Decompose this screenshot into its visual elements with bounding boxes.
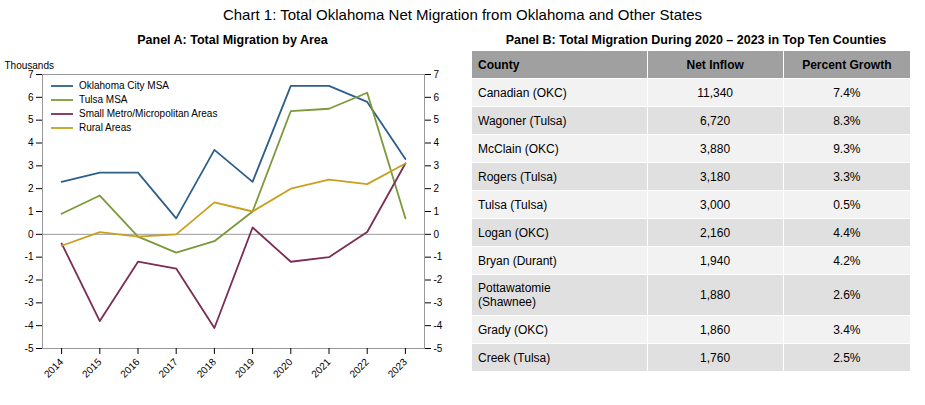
svg-text:6: 6 [28,92,34,103]
html-text:Logan (OKC): Logan (OKC) [478,225,549,240]
svg-text:2014: 2014 [42,356,66,380]
svg-text:2: 2 [28,183,34,194]
svg-text:-2: -2 [434,274,443,285]
svg-text:0: 0 [434,229,440,240]
svg-text:2021: 2021 [309,356,333,380]
svg-text:2017: 2017 [156,356,180,380]
html-text:Chart 1: Total Oklahoma Net Mi: Chart 1: Total Oklahoma Net Migration fr… [222,6,702,23]
svg-text:-1: -1 [434,251,443,262]
html-text:4.2%: 4.2% [833,253,861,268]
html-text:Net Inflow: Net Inflow [686,57,744,72]
svg-text:2022: 2022 [347,356,371,380]
svg-text:-5: -5 [25,343,34,354]
html-text:2.5%: 2.5% [833,350,861,365]
svg-text:2023: 2023 [386,356,410,380]
svg-text:3: 3 [28,160,34,171]
html-text:Rogers (Tulsa): Rogers (Tulsa) [478,169,557,184]
html-text:Small Metro/Micropolitan Areas: Small Metro/Micropolitan Areas [79,108,218,119]
html-text:9.3%: 9.3% [833,141,861,156]
html-text:County: County [478,57,520,72]
html-text:1,880: 1,880 [700,288,731,302]
svg-text:5: 5 [28,114,34,125]
svg-text:7: 7 [27,68,34,80]
html-text:0.5%: 0.5% [833,197,861,212]
html-text:Grady (OKC): Grady (OKC) [478,322,548,337]
html-text:Tulsa MSA: Tulsa MSA [79,94,128,105]
svg-text:-3: -3 [25,297,34,308]
svg-text:2015: 2015 [80,356,104,380]
html-text:7.4%: 7.4% [833,85,861,100]
html-text:Percent Growth: Percent Growth [802,57,892,72]
html-text:6,720: 6,720 [700,113,731,128]
svg-text:3: 3 [434,160,440,171]
svg-text:-1: -1 [25,251,34,262]
html-text:Wagoner (Tulsa): Wagoner (Tulsa) [478,113,567,128]
svg-text:2018: 2018 [195,356,219,380]
html-text:Panel A: Total Migration by Ar: Panel A: Total Migration by Area [137,33,328,47]
html-text:4.4%: 4.4% [833,225,861,240]
svg-text:-2: -2 [25,274,34,285]
svg-text:-4: -4 [25,320,34,331]
svg-text:4: 4 [434,137,440,148]
svg-text:Thousands: Thousands [5,60,54,71]
html-text:3,880: 3,880 [700,141,731,156]
html-text:3,000: 3,000 [700,197,731,212]
svg-text:0: 0 [28,229,34,240]
html-text:3,180: 3,180 [700,169,731,184]
html-text:Bryan (Durant): Bryan (Durant) [478,253,557,268]
html-text:Oklahoma City MSA: Oklahoma City MSA [79,80,169,91]
html-text:Canadian (OKC): Canadian (OKC) [478,85,567,100]
svg-text:2019: 2019 [233,356,257,380]
html-text:8.3%: 8.3% [833,113,861,128]
svg-text:7: 7 [434,69,440,80]
html-text:1,940: 1,940 [700,253,731,268]
svg-text:-4: -4 [434,320,443,331]
svg-text:4: 4 [28,137,34,148]
svg-text:-3: -3 [434,297,443,308]
svg-text:2020: 2020 [271,356,295,380]
html-text:1,860: 1,860 [700,322,731,337]
html-text:Creek (Tulsa): Creek (Tulsa) [478,350,551,365]
svg-text:2016: 2016 [118,356,142,380]
html-text:Pottawatomie (Shawnee): Pottawatomie (Shawnee) [478,281,551,309]
html-text:3.4%: 3.4% [833,322,861,337]
svg-text:1: 1 [434,206,440,217]
html-text:Panel B: Total Migration Durin: Panel B: Total Migration During 2020 – 2… [505,33,887,47]
html-text:3.3%: 3.3% [833,169,861,184]
html-text:2.6%: 2.6% [833,288,861,302]
html-text:Tulsa (Tulsa): Tulsa (Tulsa) [478,197,548,212]
svg-text:2: 2 [434,183,440,194]
svg-text:1: 1 [28,206,34,217]
html-text:1,760: 1,760 [700,350,731,365]
html-text:Rural Areas: Rural Areas [79,122,132,133]
html-text:11,340: 11,340 [697,85,733,100]
svg-text:-5: -5 [434,343,443,354]
svg-text:5: 5 [434,114,440,125]
svg-text:6: 6 [434,92,440,103]
html-text:McClain (OKC): McClain (OKC) [478,141,559,156]
html-text:2,160: 2,160 [700,225,731,240]
